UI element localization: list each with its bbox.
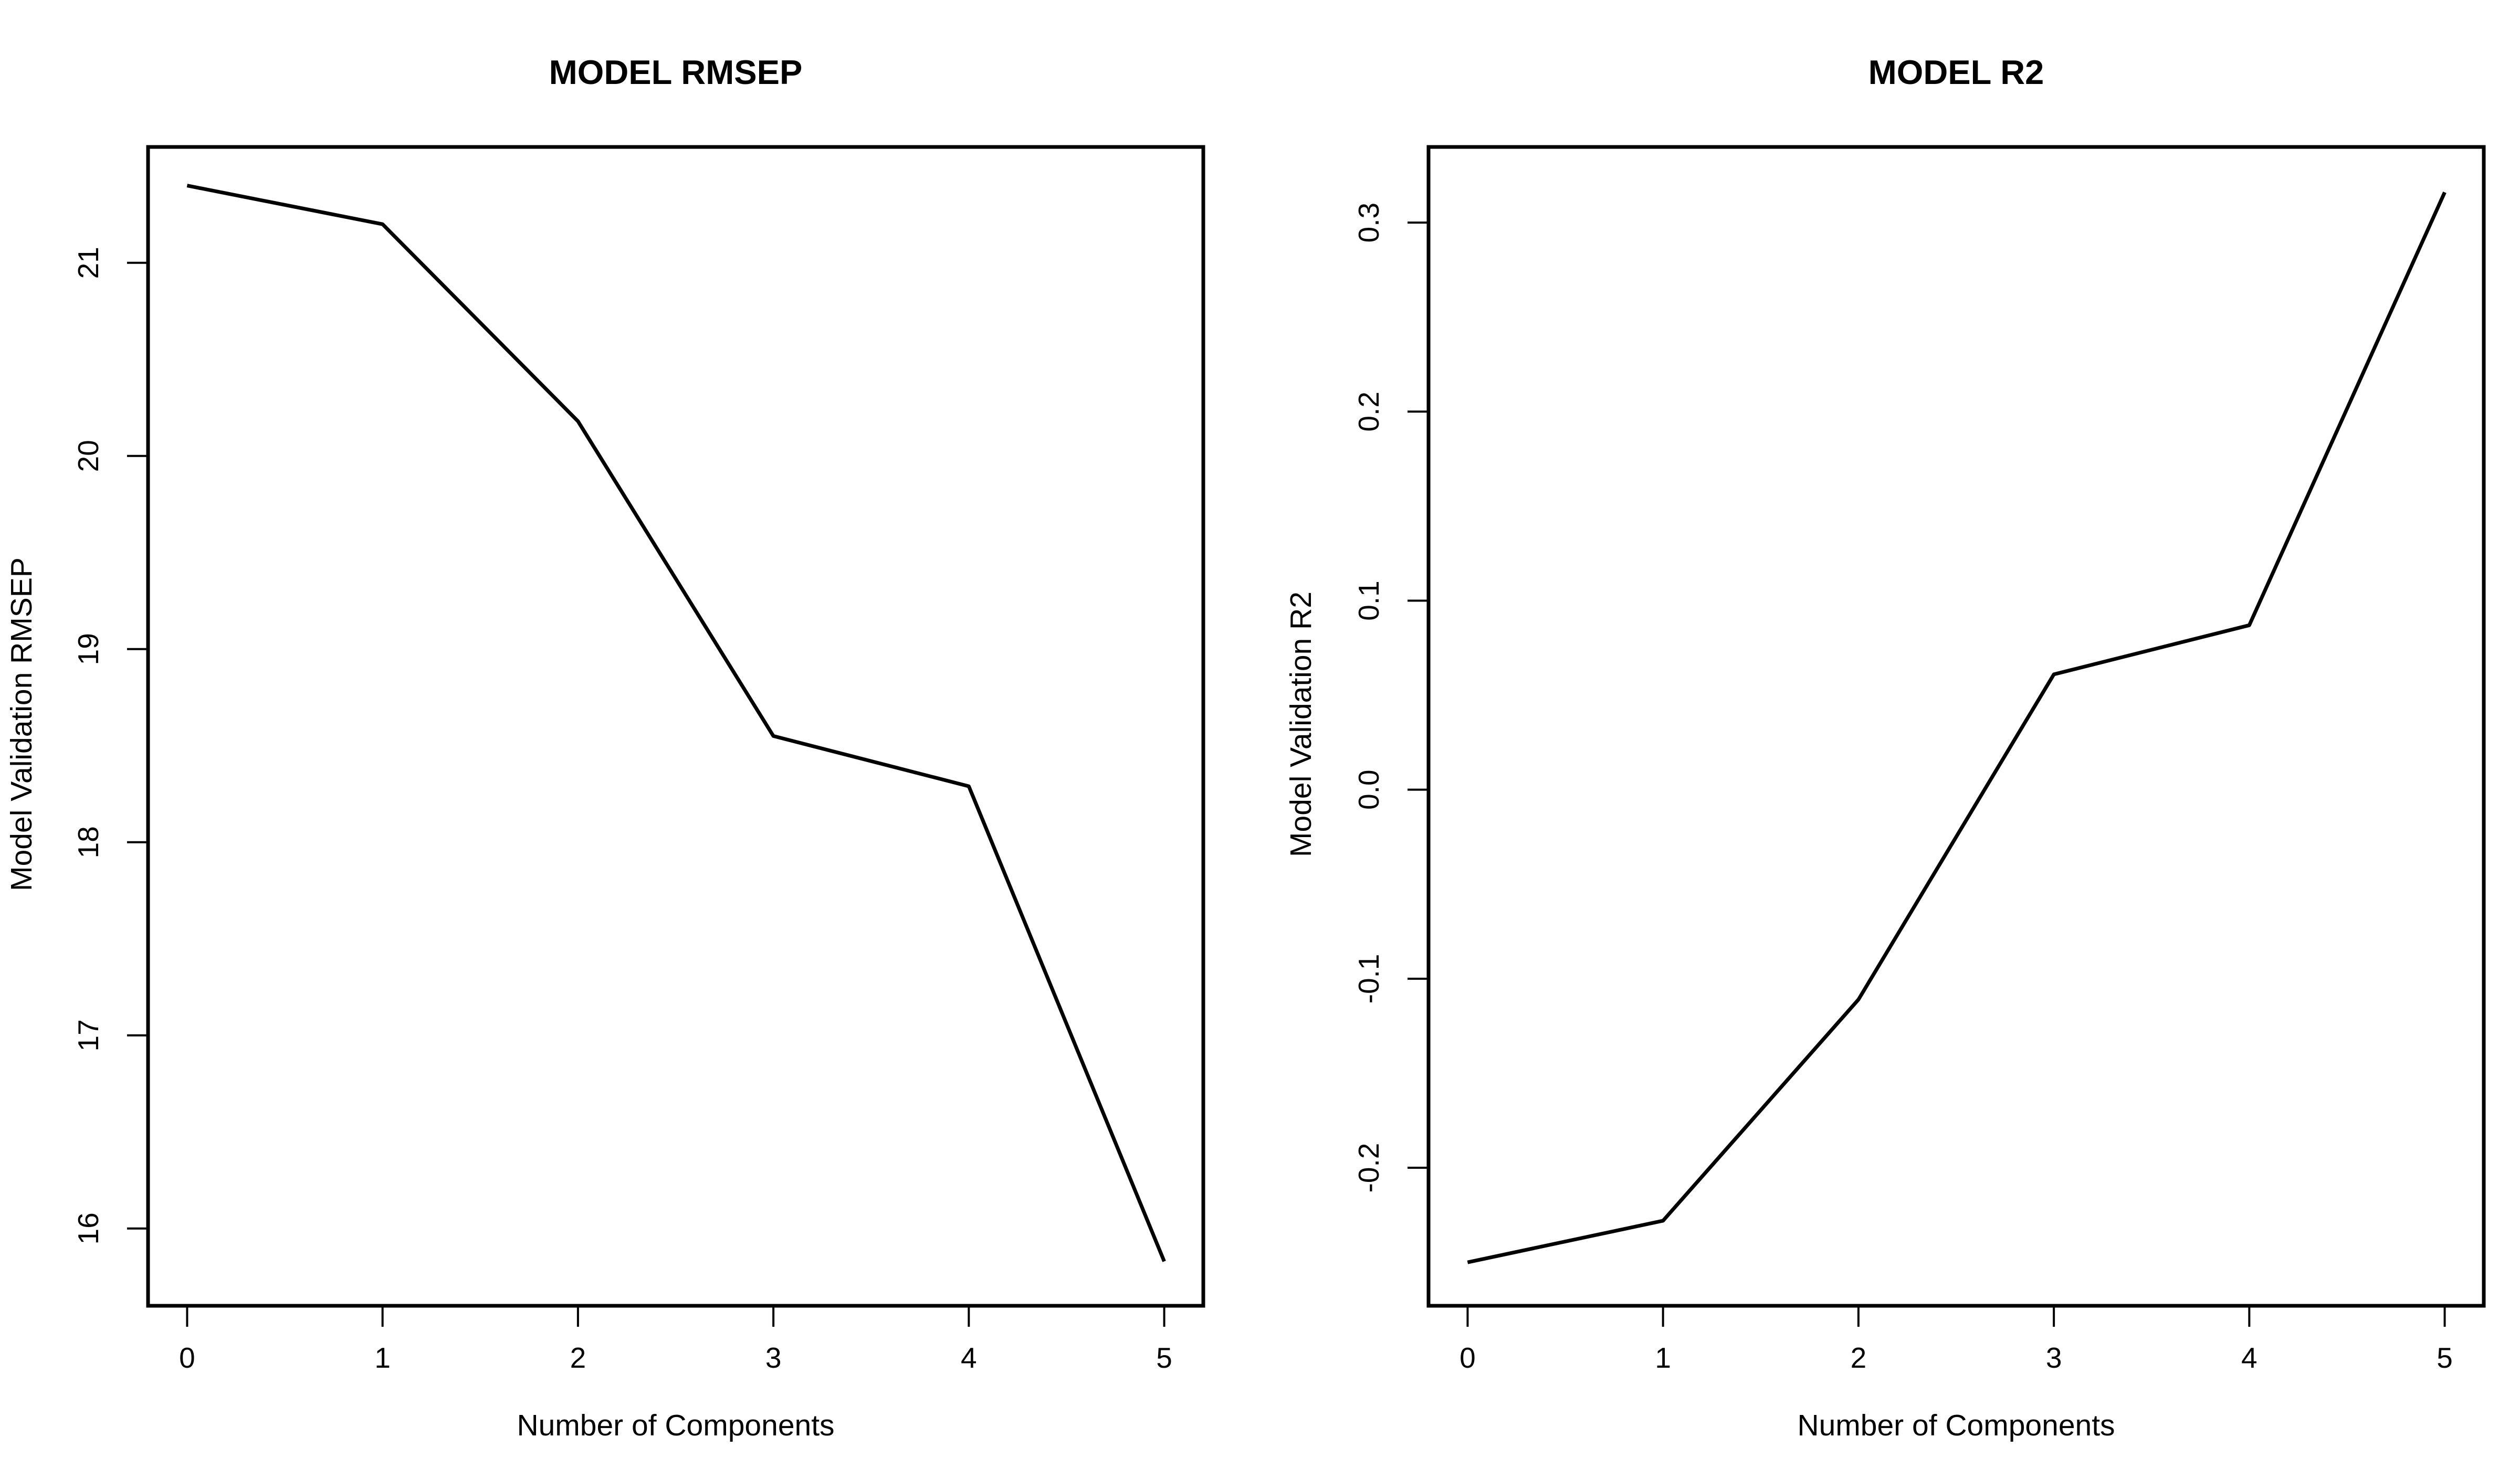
y-tick-label: -0.2 xyxy=(1352,1143,1385,1193)
y-axis: -0.2 -0.1 0.0 0.1 0.2 0.3 xyxy=(1352,203,1430,1193)
rmsep-chart-panel: MODEL RMSEP Number of Components Model V… xyxy=(5,53,1205,1442)
chart-title: MODEL RMSEP xyxy=(549,53,803,91)
x-tick-label: 4 xyxy=(961,1341,977,1374)
y-tick-label: 17 xyxy=(72,1019,104,1051)
x-tick-label: 5 xyxy=(1156,1341,1172,1374)
y-tick-label: 0.3 xyxy=(1352,203,1385,242)
y-axis-label: Model Validation R2 xyxy=(1284,591,1318,857)
series-line xyxy=(186,184,1166,1262)
series-line xyxy=(1467,191,2446,1264)
x-tick-label: 1 xyxy=(1655,1341,1671,1374)
y-tick-label: -0.1 xyxy=(1352,954,1385,1003)
x-tick-label: 3 xyxy=(2046,1341,2062,1374)
x-axis: 0 1 2 3 4 5 xyxy=(179,1305,1172,1374)
y-tick-label: 16 xyxy=(72,1212,104,1244)
x-tick-label: 0 xyxy=(1460,1341,1476,1374)
x-tick-label: 1 xyxy=(374,1341,391,1374)
r2-chart-panel: MODEL R2 Number of Components Model Vali… xyxy=(1284,53,2486,1442)
series-group xyxy=(1467,191,2446,1264)
x-tick-label: 0 xyxy=(179,1341,195,1374)
y-axis-label: Model Validation RMSEP xyxy=(5,557,38,891)
x-tick-label: 3 xyxy=(765,1341,782,1374)
y-tick-label: 0.0 xyxy=(1352,769,1385,809)
x-axis-label: Number of Components xyxy=(1797,1409,2115,1442)
x-tick-label: 4 xyxy=(2241,1341,2258,1374)
x-tick-label: 5 xyxy=(2437,1341,2453,1374)
y-tick-label: 20 xyxy=(72,440,104,472)
x-tick-label: 2 xyxy=(570,1341,586,1374)
y-tick-label: 19 xyxy=(72,633,104,665)
x-tick-label: 2 xyxy=(1851,1341,1867,1374)
y-tick-label: 0.2 xyxy=(1352,392,1385,431)
y-tick-label: 18 xyxy=(72,826,104,858)
y-tick-label: 0.1 xyxy=(1352,580,1385,620)
chart-title: MODEL R2 xyxy=(1868,53,2044,91)
x-axis: 0 1 2 3 4 5 xyxy=(1460,1305,2453,1374)
x-axis-label: Number of Components xyxy=(517,1409,834,1442)
y-tick-label: 21 xyxy=(72,247,104,279)
series-group xyxy=(186,184,1166,1262)
y-axis: 16 17 18 19 20 21 xyxy=(72,247,149,1244)
